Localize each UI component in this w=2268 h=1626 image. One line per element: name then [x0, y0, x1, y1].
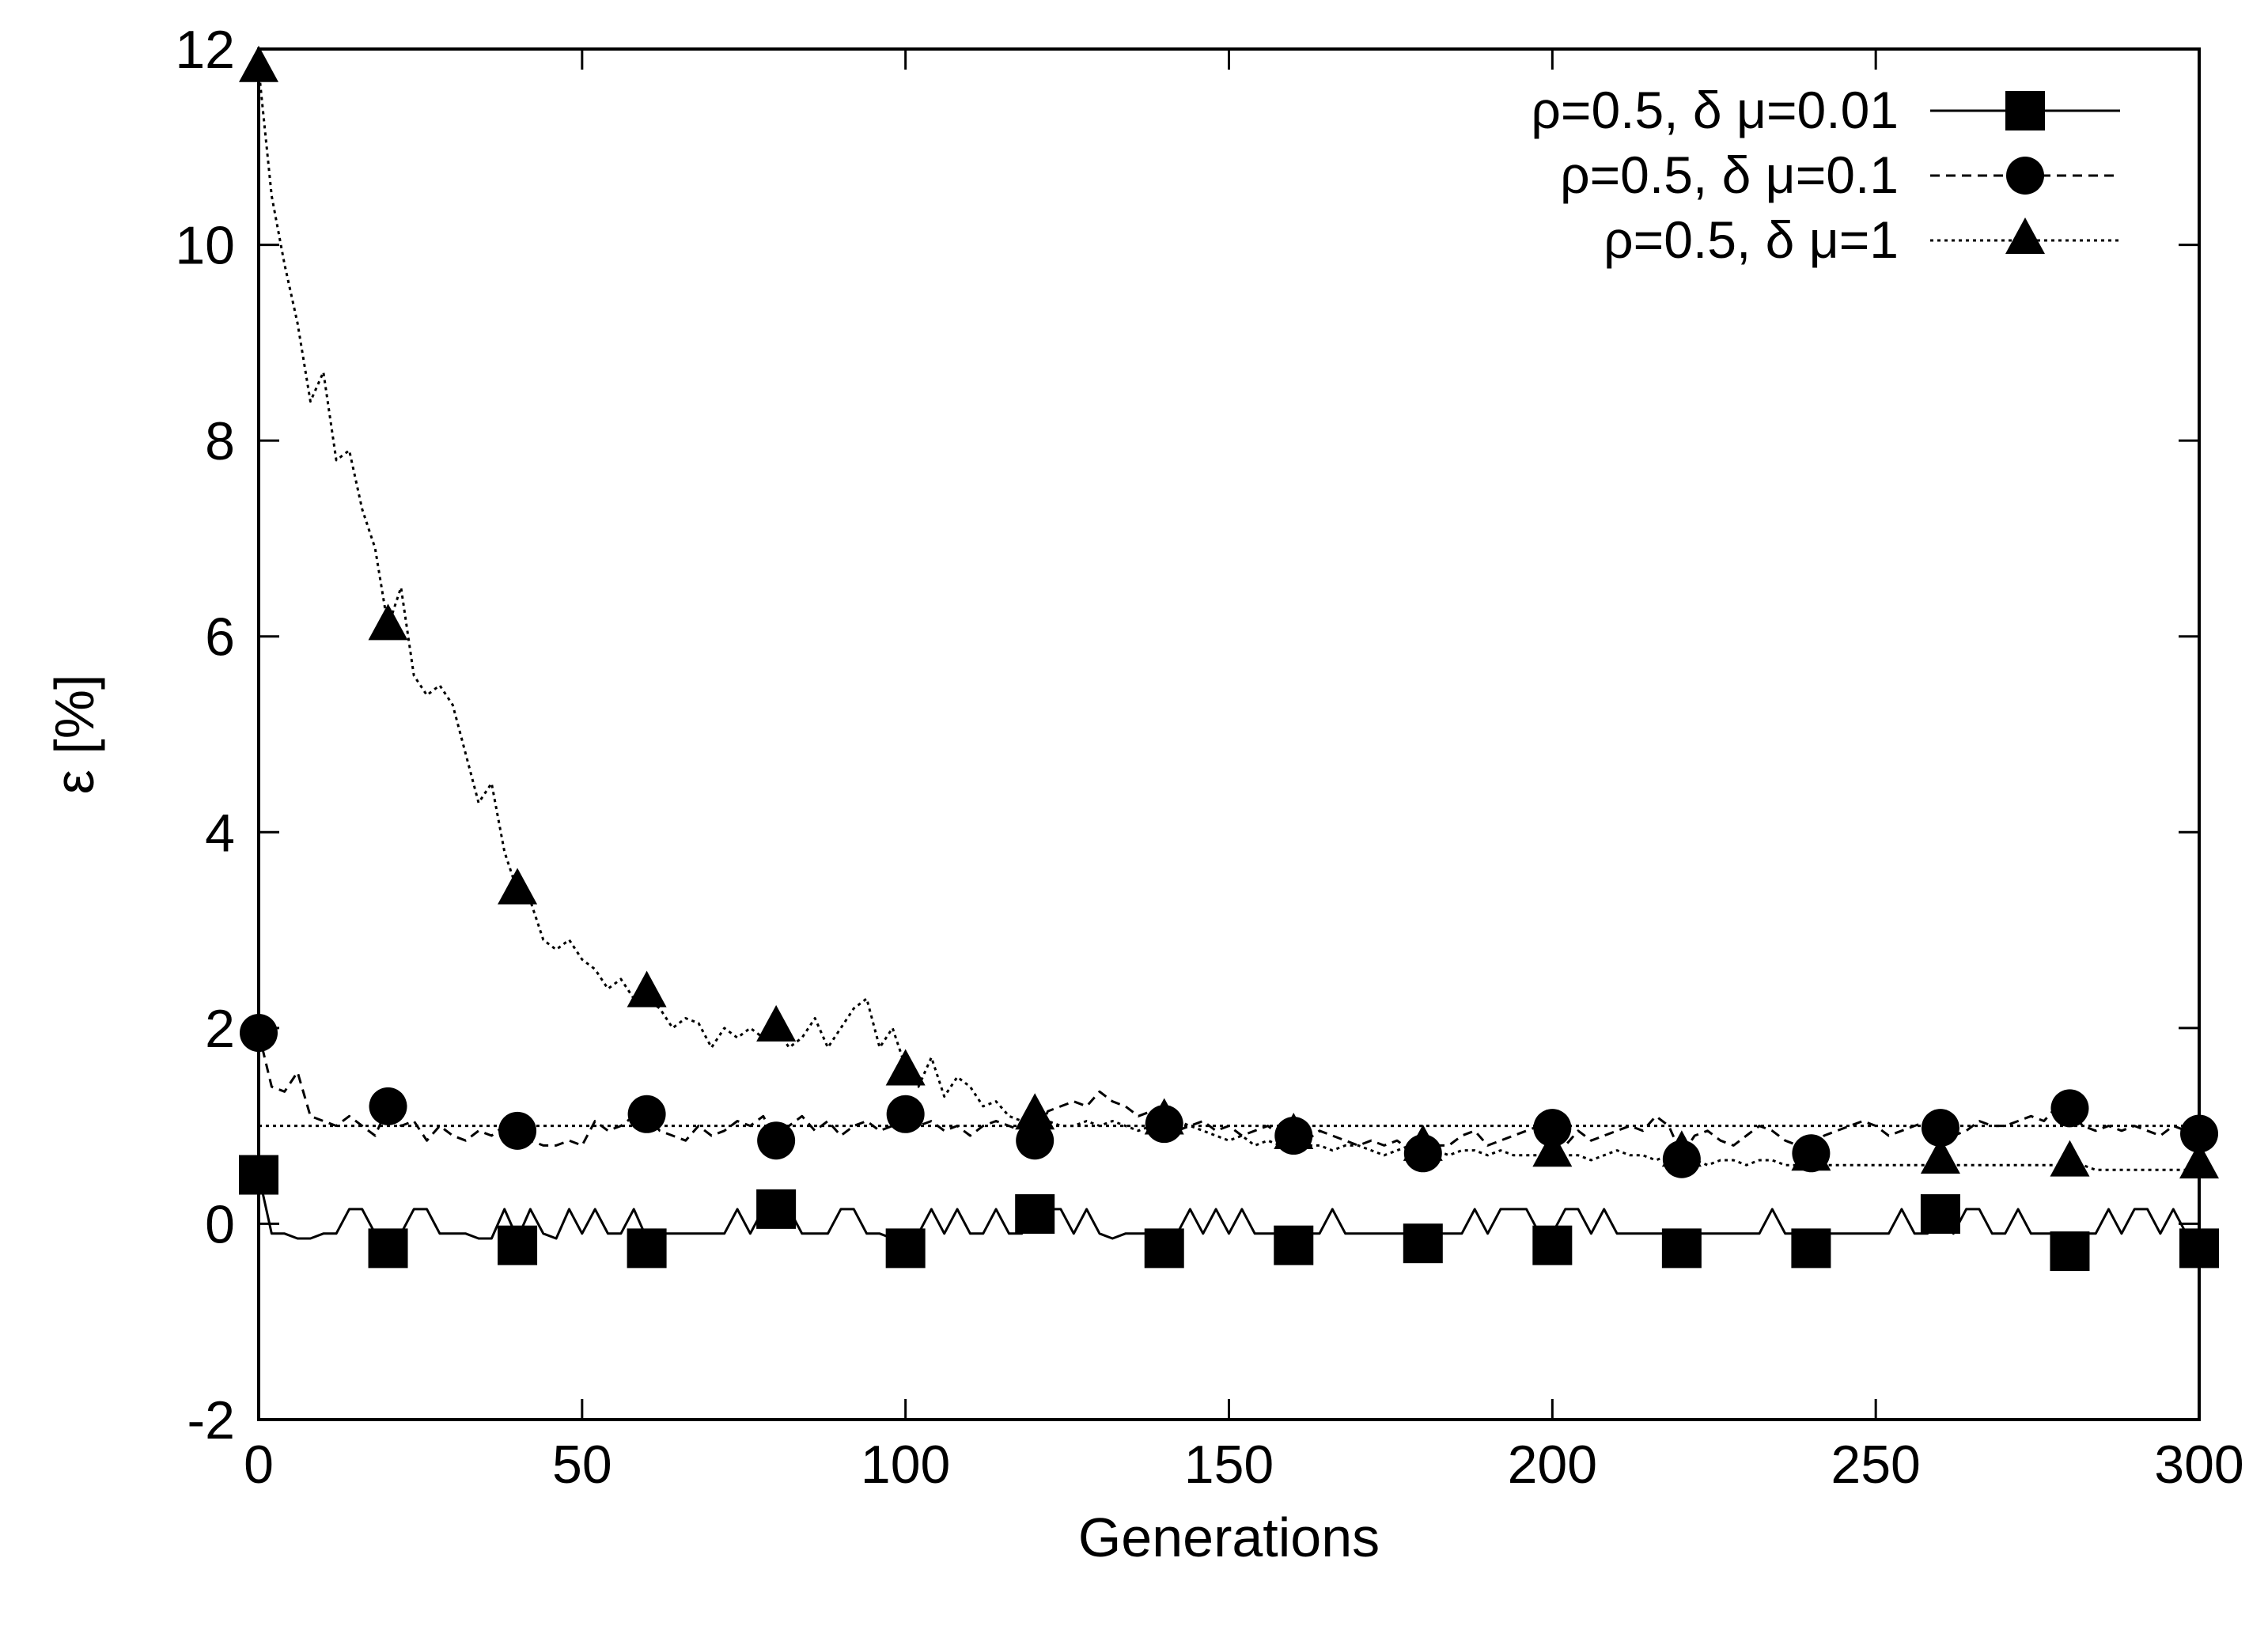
square-marker [1791, 1228, 1831, 1269]
y-tick-label: 10 [175, 216, 235, 276]
y-tick-label: 2 [205, 999, 235, 1059]
triangle-marker [885, 1049, 926, 1086]
triangle-marker [1661, 1130, 1702, 1167]
x-tick-label: 300 [2154, 1435, 2243, 1495]
y-tick-label: 4 [205, 803, 235, 863]
x-axis-title: Generations [1078, 1507, 1380, 1568]
triangle-marker [2050, 1140, 2090, 1177]
square-marker [885, 1228, 926, 1269]
square-marker [1403, 1223, 1443, 1264]
circle-marker [1921, 1109, 1959, 1148]
triangle-marker [756, 1004, 797, 1042]
square-marker [756, 1189, 797, 1229]
triangle-marker [1403, 1124, 1443, 1161]
y-axis-title: ε [%] [44, 675, 105, 795]
series-markers [239, 45, 2219, 1272]
legend-label: ρ=0.5, δ μ=0.1 [1560, 146, 1899, 204]
triangle-marker [368, 603, 408, 641]
x-tick-label: 0 [244, 1435, 274, 1495]
square-marker [627, 1228, 667, 1269]
triangle-marker [1274, 1113, 1314, 1150]
plot-frame [257, 47, 2201, 1421]
circle-marker [1533, 1109, 1572, 1148]
circle-marker [2050, 1089, 2089, 1128]
x-tick-label: 150 [1184, 1435, 1274, 1495]
circle-marker [498, 1111, 537, 1150]
legend-circle-marker [2006, 157, 2044, 195]
square-marker [1920, 1194, 1960, 1235]
circle-marker [369, 1087, 407, 1125]
triangle-marker [1015, 1093, 1055, 1130]
square-marker [1015, 1194, 1055, 1235]
triangle-marker [1920, 1136, 1960, 1174]
series-line-triangle [257, 68, 2199, 1171]
circle-marker [757, 1121, 796, 1160]
triangle-marker [1532, 1130, 1573, 1167]
circle-marker [886, 1095, 925, 1133]
legend-label: ρ=0.5, δ μ=1 [1604, 210, 1899, 269]
x-tick-label: 100 [861, 1435, 950, 1495]
triangle-marker [498, 868, 538, 905]
triangle-marker [1144, 1098, 1184, 1135]
circle-marker [627, 1095, 666, 1133]
x-tick-label: 50 [552, 1435, 612, 1495]
square-marker [1532, 1225, 1573, 1265]
legend-square-marker [2005, 91, 2045, 130]
triangle-marker [627, 970, 667, 1008]
y-tick-label: -2 [187, 1390, 235, 1450]
series-line-circle [257, 1032, 2200, 1157]
square-marker [498, 1225, 538, 1265]
series-line-square [257, 1174, 2200, 1240]
square-marker [1144, 1228, 1184, 1269]
square-marker [1274, 1225, 1314, 1265]
series-lines [257, 68, 2200, 1240]
triangle-marker [1791, 1134, 1831, 1171]
x-tick-label: 200 [1508, 1435, 1597, 1495]
legend-triangle-marker [2005, 217, 2045, 254]
y-tick-label: 6 [205, 607, 235, 667]
square-marker [1661, 1228, 1702, 1269]
legend-label: ρ=0.5, δ μ=0.01 [1531, 81, 1899, 139]
square-marker [2050, 1231, 2090, 1272]
y-tick-label: 0 [205, 1194, 235, 1254]
square-marker [368, 1228, 408, 1269]
circle-marker [1016, 1121, 1054, 1160]
x-tick-label: 250 [1831, 1435, 1920, 1495]
legend: ρ=0.5, δ μ=0.01 ρ=0.5, δ μ=0.1 ρ=0.5, δ μ=… [1531, 81, 2120, 269]
y-tick-label: 8 [205, 411, 235, 471]
y-tick-label: 12 [175, 20, 235, 80]
